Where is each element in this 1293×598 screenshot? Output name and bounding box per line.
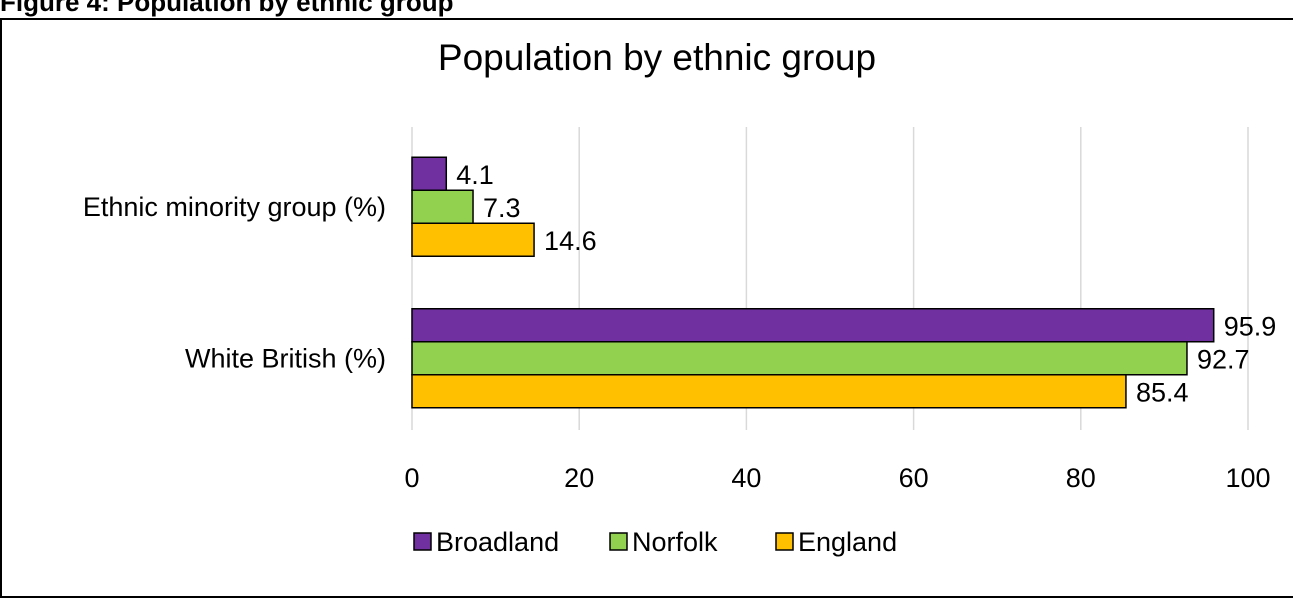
data-label-england-white-british: 85.4 — [1136, 377, 1189, 407]
bar-norfolk-white-british — [411, 341, 1188, 376]
bars: 4.17.3 14.6 95.992.7 85.4 — [411, 156, 1277, 409]
legend-swatch-england — [775, 532, 794, 551]
bar-england-ethnic-minority-group — [411, 222, 535, 257]
category-label-ethnic-minority-group: Ethnic minority group (%) — [83, 192, 386, 222]
bar-norfolk-ethnic-minority-group — [411, 189, 474, 224]
legend: Broadland Norfolk England — [413, 527, 897, 557]
bar-broadland-ethnic-minority-group — [411, 156, 448, 191]
bar-england-white-british — [411, 374, 1127, 409]
chart-title: Population by ethnic group — [438, 37, 876, 78]
legend-label-broadland: Broadland — [436, 527, 559, 557]
x-tick-labels: 0 20 40 60 80 100 — [404, 463, 1270, 493]
data-label-broadland-white-british: 95.9 — [1224, 311, 1277, 341]
bar-broadland-white-british — [411, 308, 1215, 343]
x-tick-label-80: 80 — [1066, 463, 1096, 493]
bar-chart: Population by ethnic group 4.17.3 14.6 95.… — [83, 37, 1277, 557]
data-label-broadland-ethnic-minority-group: 4.1 — [456, 160, 494, 190]
data-label-norfolk-white-british: 92.7 — [1197, 344, 1250, 374]
x-tick-label-0: 0 — [404, 463, 419, 493]
x-tick-label-100: 100 — [1225, 463, 1270, 493]
x-tick-label-40: 40 — [731, 463, 761, 493]
data-label-norfolk-ethnic-minority-group: 7.3 — [483, 193, 521, 223]
legend-swatch-norfolk — [609, 532, 628, 551]
x-tick-label-60: 60 — [899, 463, 929, 493]
data-label-england-ethnic-minority-group: 14.6 — [544, 226, 597, 256]
x-tick-label-20: 20 — [564, 463, 594, 493]
figure-caption: Figure 4: Population by ethnic group — [0, 0, 454, 17]
category-label-white-british: White British (%) — [185, 343, 386, 373]
legend-label-england: England — [798, 527, 897, 557]
category-labels: Ethnic minority group (%) White British (… — [83, 192, 386, 374]
legend-swatch-broadland — [413, 532, 432, 551]
legend-label-norfolk: Norfolk — [632, 527, 718, 557]
